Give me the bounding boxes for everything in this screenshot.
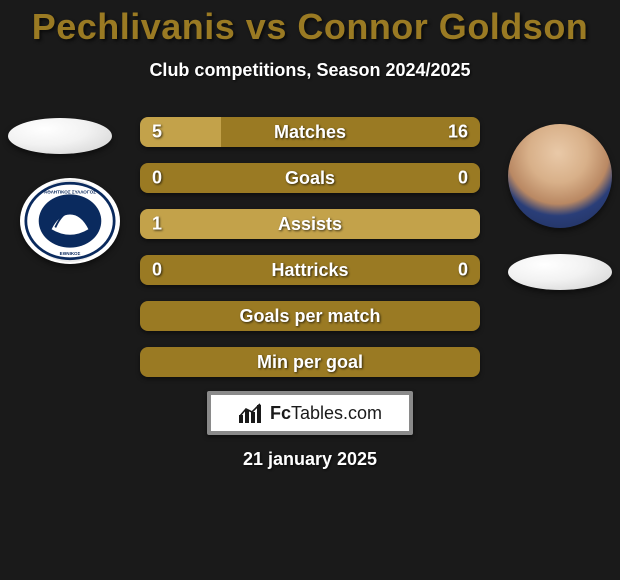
bar-value-right: 0 (458, 260, 468, 281)
brand-text: FcTables.com (270, 403, 382, 424)
stat-bar-row: Matches516 (140, 117, 480, 147)
brand-badge: FcTables.com (207, 391, 413, 435)
bar-value-left: 0 (152, 168, 162, 189)
bar-segment-full (140, 301, 480, 331)
bar-value-right: 0 (458, 168, 468, 189)
player2-avatar (508, 124, 612, 228)
bar-segment-right (310, 163, 480, 193)
player2-placeholder-ellipse (508, 254, 612, 290)
stat-bar-row: Hattricks00 (140, 255, 480, 285)
club-crest-icon: ΑΘΛΗΤΙΚΟΣ ΣΥΛΛΟΓΟΣ ΕΘΝΙΚΟΣ (24, 181, 116, 261)
brand-rest: Tables.com (291, 403, 382, 423)
stat-bar-row: Min per goal (140, 347, 480, 377)
page-title: Pechlivanis vs Connor Goldson (0, 0, 620, 48)
page-subtitle: Club competitions, Season 2024/2025 (0, 60, 620, 81)
bar-value-left: 5 (152, 122, 162, 143)
brand-logo-icon (238, 402, 264, 424)
bar-segment-right (221, 117, 480, 147)
bar-segment-left (140, 163, 310, 193)
stat-bar-row: Goals per match (140, 301, 480, 331)
bar-value-left: 1 (152, 214, 162, 235)
bar-value-left: 0 (152, 260, 162, 281)
svg-text:ΑΘΛΗΤΙΚΟΣ ΣΥΛΛΟΓΟΣ: ΑΘΛΗΤΙΚΟΣ ΣΥΛΛΟΓΟΣ (44, 189, 96, 194)
bar-value-right: 16 (448, 122, 468, 143)
bar-segment-right (310, 255, 480, 285)
bar-segment-full (140, 347, 480, 377)
bar-segment-full (140, 209, 480, 239)
svg-text:ΕΘΝΙΚΟΣ: ΕΘΝΙΚΟΣ (60, 251, 81, 256)
bar-segment-left (140, 255, 310, 285)
player1-placeholder-ellipse (8, 118, 112, 154)
stat-bar-row: Goals00 (140, 163, 480, 193)
brand-bold: Fc (270, 403, 291, 423)
footer-date: 21 january 2025 (0, 449, 620, 470)
player1-club-crest: ΑΘΛΗΤΙΚΟΣ ΣΥΛΛΟΓΟΣ ΕΘΝΙΚΟΣ (20, 178, 120, 264)
stat-bars: Matches516Goals00Assists1Hattricks00Goal… (140, 117, 480, 377)
stat-bar-row: Assists1 (140, 209, 480, 239)
